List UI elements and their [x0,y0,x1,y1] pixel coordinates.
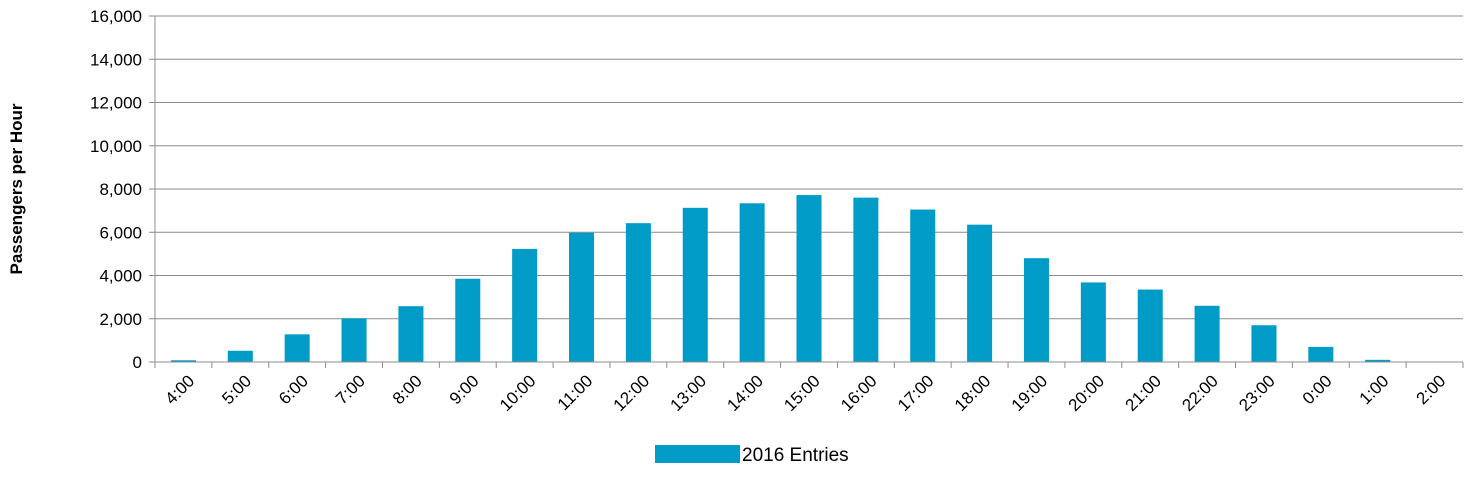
y-tick-label: 6,000 [99,223,142,242]
x-tick-label: 18:00 [951,371,995,415]
bar-23-00 [1251,325,1277,362]
y-axis-label: Passengers per Hour [7,103,26,274]
x-tick-label: 15:00 [780,371,824,415]
x-axis [154,16,1464,368]
legend-label: 2016 Entries [742,445,849,466]
x-tick-label: 12:00 [610,371,654,415]
x-tick-label: 5:00 [218,371,255,408]
bar-21-00 [1137,289,1163,362]
legend: 2016 Entries [655,445,849,466]
x-tick-label: 14:00 [723,371,767,415]
x-tick-label: 22:00 [1178,371,1222,415]
bar-7-00 [341,318,367,362]
gridlines [149,15,1463,363]
bar-10-00 [512,248,538,362]
bar-17-00 [910,209,936,362]
y-tick-label: 10,000 [90,137,142,156]
x-tick-label: 20:00 [1065,371,1109,415]
bar-18-00 [967,224,993,362]
y-tick-label: 0 [133,353,142,372]
y-tick-label: 12,000 [90,94,142,113]
bar-4-00 [170,360,196,362]
bar-20-00 [1080,282,1106,362]
x-tick-label: 4:00 [161,371,198,408]
x-tick-label: 11:00 [554,371,597,414]
bar-12-00 [625,223,651,362]
bar-22-00 [1194,305,1220,362]
x-tick-label: 8:00 [389,371,426,408]
x-tick-label: 21:00 [1122,371,1166,415]
bar-16-00 [853,197,879,362]
x-axis-tick-labels: 4:00 5:00 6:00 7:00 8:00 9:00 10:00 11:00 12:00 1… [161,371,1449,415]
x-tick-label: 9:00 [446,371,483,408]
y-tick-label: 16,000 [90,7,142,26]
x-tick-label: 7:00 [332,371,369,408]
y-tick-label: 8,000 [99,180,142,199]
bar-14-00 [739,203,765,362]
x-tick-label: 13:00 [667,371,711,415]
x-tick-label: 17:00 [894,371,938,415]
bar-19-00 [1023,258,1049,362]
x-tick-label: 19:00 [1008,371,1052,415]
bar-6-00 [284,334,310,362]
y-tick-label: 2,000 [99,310,142,329]
y-axis-tick-labels: 0 2,000 4,000 6,000 8,000 10,000 12,000 14,000 1… [90,7,142,372]
x-tick-label: 2:00 [1413,371,1450,408]
bar-11-00 [569,232,595,362]
legend-swatch [655,445,740,463]
bar-13-00 [682,207,708,362]
bar-1-00 [1365,359,1391,362]
x-tick-label: 1:00 [1356,371,1393,408]
x-tick-label: 0:00 [1299,371,1336,408]
bar-0-00 [1308,346,1334,362]
y-tick-label: 4,000 [99,267,142,286]
y-tick-label: 14,000 [90,50,142,69]
bar-8-00 [398,306,424,362]
x-tick-label: 6:00 [275,371,312,408]
bar-9-00 [455,278,481,362]
x-tick-label: 10:00 [496,371,540,415]
x-tick-label: 16:00 [837,371,881,415]
x-tick-label: 23:00 [1235,371,1279,415]
bar-5-00 [227,350,253,362]
bars [170,195,1391,362]
bar-15-00 [796,195,822,362]
